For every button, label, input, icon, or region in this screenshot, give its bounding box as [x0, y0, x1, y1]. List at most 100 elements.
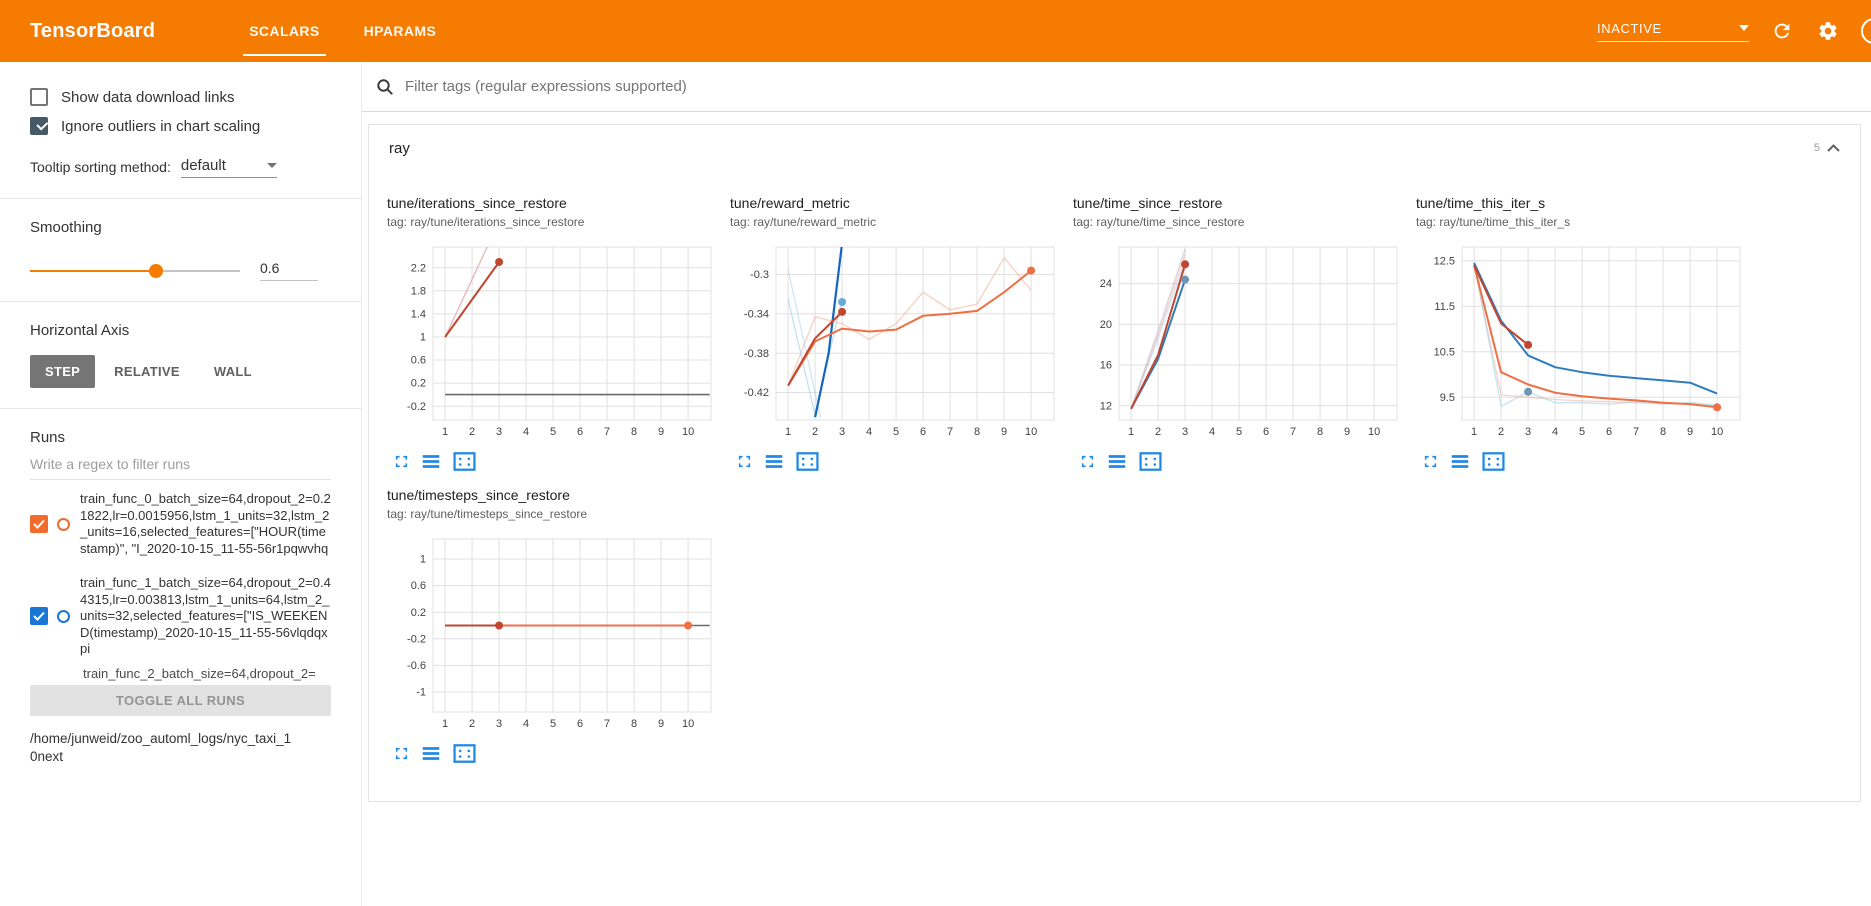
tooltip-sorting-row: Tooltip sorting method: default — [30, 157, 331, 178]
expand-chart-button[interactable] — [1423, 454, 1438, 469]
chart-title: tune/iterations_since_restore — [387, 195, 567, 211]
nav-tabs: SCALARS HPARAMS — [227, 0, 458, 62]
expand-chart-button[interactable] — [394, 746, 409, 761]
svg-text:0.6: 0.6 — [411, 355, 426, 367]
svg-text:6: 6 — [1606, 426, 1612, 438]
svg-text:7: 7 — [1633, 426, 1639, 438]
pin-chart-button[interactable] — [1482, 452, 1505, 471]
svg-text:12.5: 12.5 — [1434, 255, 1455, 267]
run-row[interactable]: train_func_2_batch_size=64,dropout_2= — [30, 667, 331, 682]
svg-text:4: 4 — [1552, 426, 1558, 438]
help-icon[interactable] — [1861, 18, 1871, 44]
svg-text:3: 3 — [1182, 426, 1188, 438]
collapse-chevron-icon[interactable] — [1827, 144, 1840, 152]
show-download-links-checkbox[interactable] — [30, 88, 48, 106]
tab-scalars[interactable]: SCALARS — [227, 0, 341, 62]
tooltip-sorting-dropdown[interactable]: default — [180, 157, 277, 178]
chart-plot[interactable]: 12 16 20 24 1 2 3 4 5 6 7 8 9 10 — [1073, 239, 1416, 449]
run-color-circle[interactable] — [57, 517, 70, 531]
tooltip-sorting-label: Tooltip sorting method: — [30, 159, 171, 175]
run-checkbox[interactable] — [30, 515, 48, 533]
svg-text:0.2: 0.2 — [411, 378, 426, 390]
toggle-data-icon — [422, 747, 440, 760]
svg-text:8: 8 — [974, 426, 980, 438]
search-icon — [377, 78, 393, 95]
pin-chart-button[interactable] — [453, 744, 476, 763]
svg-text:9: 9 — [1687, 426, 1693, 438]
axis-relative-button[interactable]: RELATIVE — [99, 355, 195, 388]
chart-plot[interactable]: -0.2 0.2 0.6 1 1.4 1.8 2.2 1 2 3 4 5 6 7 8 9 10 — [387, 239, 730, 449]
refresh-icon[interactable] — [1769, 18, 1795, 44]
svg-text:5: 5 — [893, 426, 899, 438]
slider-thumb[interactable] — [149, 263, 163, 278]
axis-step-button[interactable]: STEP — [30, 355, 96, 388]
expand-chart-icon — [738, 455, 751, 468]
pin-chart-icon — [796, 452, 819, 471]
run-label: train_func_1_batch_size=64,dropout_2=0.4… — [80, 575, 331, 656]
svg-text:4: 4 — [866, 426, 872, 438]
ignore-outliers-row[interactable]: Ignore outliers in chart scaling — [30, 117, 331, 135]
log-directory-path: /home/junweid/zoo_automl_logs/nyc_taxi_1… — [30, 730, 292, 764]
show-download-links-row[interactable]: Show data download links — [30, 88, 331, 106]
pin-chart-icon — [1482, 452, 1505, 471]
toggle-all-runs-button[interactable]: TOGGLE ALL RUNS — [30, 684, 331, 716]
tag-filter-input[interactable] — [405, 78, 1857, 95]
expand-chart-button[interactable] — [737, 454, 752, 469]
check-icon — [33, 612, 45, 622]
smoothing-slider[interactable] — [30, 263, 240, 278]
toggle-data-button[interactable] — [765, 454, 783, 469]
svg-text:6: 6 — [920, 426, 926, 438]
chart-plot[interactable]: 9.5 10.5 11.5 12.5 1 2 3 4 5 6 7 8 9 10 — [1416, 239, 1759, 449]
svg-text:1: 1 — [420, 554, 426, 566]
chart-plot[interactable]: -0.42 -0.38 -0.34 -0.3 1 2 3 4 5 6 7 8 9 10 — [730, 239, 1073, 449]
scalar-chart-card: tune/reward_metric tag: ray/tune/reward_m… — [730, 195, 1073, 471]
toggle-data-icon — [422, 455, 440, 468]
svg-text:1.4: 1.4 — [411, 309, 426, 321]
run-color-circle[interactable] — [57, 609, 70, 623]
toggle-data-icon — [765, 455, 783, 468]
svg-text:8: 8 — [1660, 426, 1666, 438]
svg-text:1: 1 — [420, 332, 426, 344]
svg-text:1: 1 — [785, 426, 791, 438]
runs-list: train_func_0_batch_size=64,dropout_2=0.2… — [30, 482, 331, 682]
tooltip-sorting-value: default — [180, 157, 226, 174]
svg-text:-0.2: -0.2 — [407, 401, 426, 413]
axis-wall-button[interactable]: WALL — [199, 355, 267, 388]
expand-chart-button[interactable] — [394, 454, 409, 469]
tag-group-header[interactable]: ray 5 — [369, 125, 1860, 171]
chart-plot[interactable]: -1 -0.6 -0.2 0.2 0.6 1 1 2 3 4 5 6 7 8 9 10 — [387, 531, 730, 741]
toggle-data-button[interactable] — [1451, 454, 1469, 469]
ignore-outliers-checkbox[interactable] — [30, 117, 48, 135]
svg-text:16: 16 — [1100, 360, 1112, 372]
status-value: INACTIVE — [1597, 20, 1662, 36]
expand-chart-icon — [395, 455, 408, 468]
svg-text:9: 9 — [1001, 426, 1007, 438]
runs-filter-input[interactable] — [30, 446, 331, 480]
svg-text:10: 10 — [1025, 426, 1037, 438]
svg-text:1: 1 — [442, 718, 448, 730]
pin-chart-button[interactable] — [796, 452, 819, 471]
expand-chart-icon — [395, 747, 408, 760]
toggle-data-button[interactable] — [422, 454, 440, 469]
smoothing-value[interactable]: 0.6 — [260, 260, 318, 281]
svg-text:12: 12 — [1100, 400, 1112, 412]
run-label: train_func_2_batch_size=64,dropout_2= — [83, 666, 316, 681]
toggle-data-button[interactable] — [422, 746, 440, 761]
status-dropdown[interactable]: INACTIVE — [1597, 21, 1749, 42]
svg-text:9: 9 — [658, 718, 664, 730]
run-checkbox[interactable] — [30, 607, 48, 626]
tab-hparams[interactable]: HPARAMS — [363, 23, 437, 39]
svg-text:2.2: 2.2 — [411, 262, 426, 274]
toggle-data-button[interactable] — [1108, 454, 1126, 469]
expand-chart-button[interactable] — [1080, 454, 1095, 469]
svg-text:6: 6 — [577, 426, 583, 438]
chart-svg: -1 -0.6 -0.2 0.2 0.6 1 1 2 3 4 5 6 7 8 9 10 — [407, 538, 712, 730]
scalar-chart-card: tune/time_since_restore tag: ray/tune/tim… — [1073, 195, 1416, 471]
settings-gear-icon[interactable] — [1815, 18, 1841, 44]
svg-text:11.5: 11.5 — [1434, 301, 1455, 313]
pin-chart-button[interactable] — [1139, 452, 1162, 471]
pin-chart-button[interactable] — [453, 452, 476, 471]
svg-text:1.8: 1.8 — [411, 285, 426, 297]
chart-tag: tag: ray/tune/time_this_iter_s — [1416, 215, 1571, 229]
pin-chart-icon — [1139, 452, 1162, 471]
